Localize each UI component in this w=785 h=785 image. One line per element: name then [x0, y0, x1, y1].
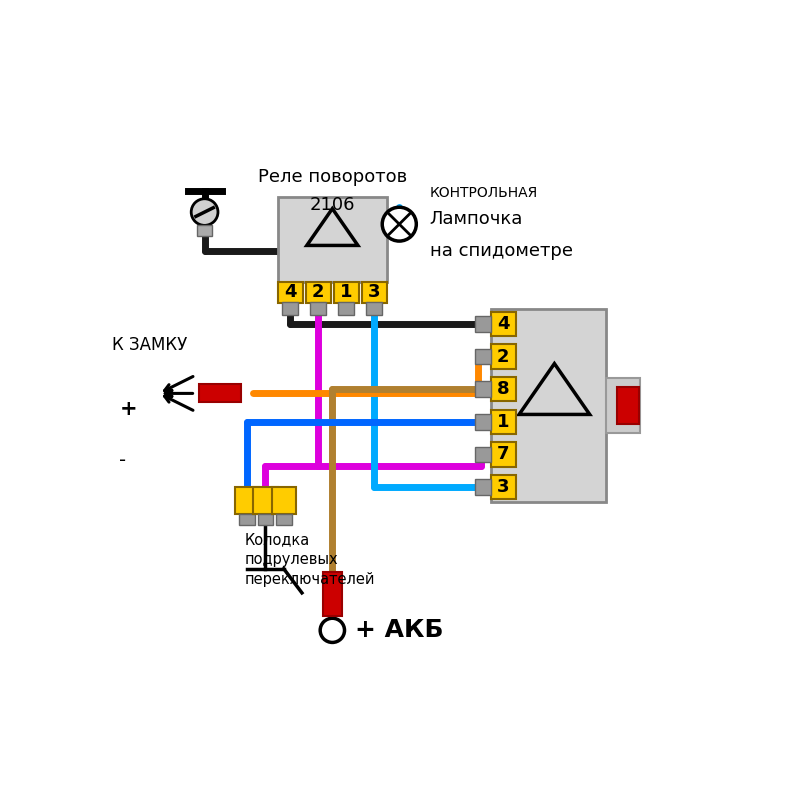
Bar [606, 378, 641, 433]
Text: 4: 4 [497, 315, 509, 333]
Bar [310, 302, 327, 316]
Text: 4: 4 [284, 283, 297, 301]
Bar [475, 414, 491, 429]
Bar [491, 309, 606, 502]
Bar [475, 447, 491, 462]
Bar [334, 282, 359, 303]
Bar [305, 282, 331, 303]
Bar [235, 487, 259, 514]
Bar [475, 316, 491, 332]
Bar [367, 302, 382, 316]
Text: К ЗАМКУ: К ЗАМКУ [111, 336, 187, 354]
Text: КОНТРОЛЬНАЯ: КОНТРОЛЬНАЯ [429, 186, 538, 200]
Text: на спидометре: на спидометре [429, 243, 573, 261]
Text: +: + [119, 400, 137, 419]
Bar [254, 487, 278, 514]
Bar [491, 410, 516, 434]
Text: -: - [119, 451, 126, 470]
Text: Лампочка: Лампочка [429, 210, 523, 228]
Bar [276, 513, 291, 524]
Text: 2106: 2106 [309, 195, 355, 214]
Bar [491, 345, 516, 369]
Bar [257, 513, 273, 524]
Bar [491, 443, 516, 466]
Bar [197, 225, 213, 236]
Bar [283, 302, 298, 316]
Bar [199, 385, 241, 403]
Bar [362, 282, 387, 303]
Text: Колодка
подрулевых
переключателей: Колодка подрулевых переключателей [244, 532, 374, 587]
Text: + АКБ: + АКБ [356, 619, 444, 642]
Text: 8: 8 [497, 380, 509, 398]
Circle shape [320, 619, 345, 642]
Text: Реле поворотов: Реле поворотов [257, 168, 407, 186]
Circle shape [192, 199, 218, 225]
Text: 1: 1 [340, 283, 352, 301]
Bar [491, 377, 516, 401]
Text: 2: 2 [497, 348, 509, 366]
Bar [239, 513, 255, 524]
Bar [491, 475, 516, 499]
Text: 3: 3 [497, 478, 509, 496]
Bar [338, 302, 354, 316]
Text: 3: 3 [368, 283, 381, 301]
Bar [272, 487, 296, 514]
Bar [475, 349, 491, 364]
Circle shape [382, 207, 416, 241]
Bar [475, 479, 491, 495]
Text: 2: 2 [312, 283, 325, 301]
Bar [278, 282, 303, 303]
Bar [323, 572, 342, 616]
Bar [491, 312, 516, 336]
Bar [278, 197, 387, 282]
Text: 7: 7 [497, 445, 509, 463]
Bar [617, 387, 639, 424]
Bar [475, 382, 491, 397]
Text: 1: 1 [497, 413, 509, 431]
